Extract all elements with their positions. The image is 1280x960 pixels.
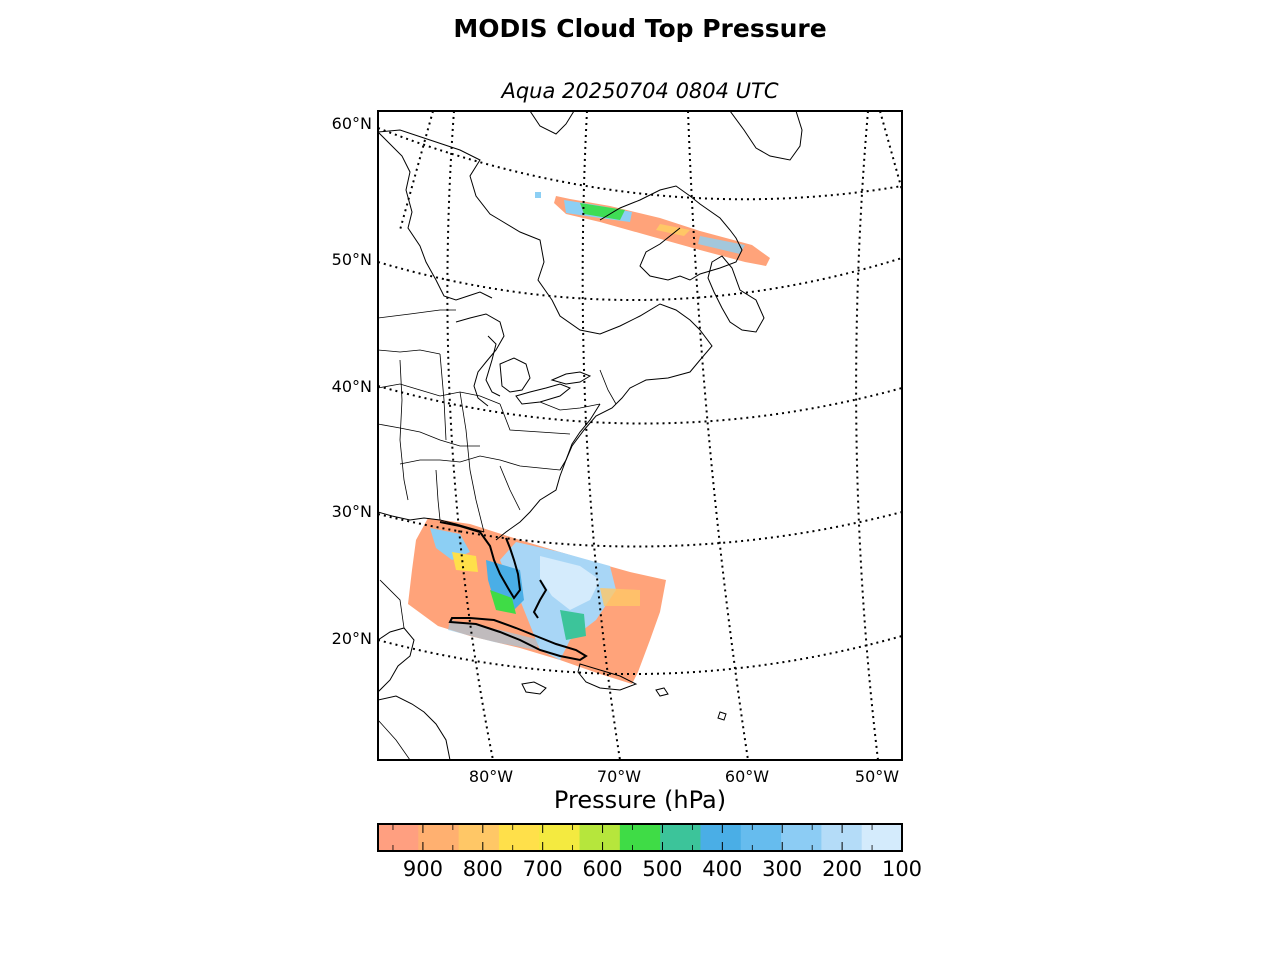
colorbar-segment — [720, 824, 742, 851]
colorbar-segment — [498, 824, 520, 851]
political-borders — [378, 309, 617, 760]
colorbar-tick-label: 700 — [523, 857, 563, 881]
colorbar-segment — [559, 824, 581, 851]
colorbar-segment — [640, 824, 661, 851]
colorbar-segment — [599, 824, 621, 851]
colorbar-tick-label: 100 — [882, 857, 922, 881]
colorbar-label: Pressure (hPa) — [553, 786, 727, 814]
colorbar-segment — [438, 824, 460, 851]
coastlines — [378, 111, 803, 760]
cloud-swath-north — [535, 192, 770, 266]
colorbar-tick-label: 600 — [583, 857, 623, 881]
colorbar-segment — [519, 824, 540, 851]
graticule-parallels — [378, 127, 902, 675]
colorbar-segment — [478, 824, 500, 851]
latitude-labels: 60°N 50°N 40°N 30°N 20°N — [332, 114, 372, 648]
colorbar-frame — [377, 823, 903, 852]
colorbar-segment — [700, 824, 722, 851]
latitude-label: 30°N — [332, 502, 372, 521]
map-frame — [377, 110, 903, 761]
colorbar-segment — [881, 824, 903, 851]
longitude-label: 60°W — [725, 767, 769, 786]
florida-cuba-outline — [439, 521, 588, 662]
colorbar-segment — [398, 824, 419, 851]
map-plot-area — [378, 111, 902, 760]
colorbar-segment — [841, 824, 863, 851]
longitude-label: 50°W — [855, 767, 899, 786]
graticule-meridians — [399, 111, 902, 760]
colorbar-segment — [458, 824, 480, 851]
colorbar-segment — [821, 824, 843, 851]
longitude-label: 70°W — [597, 767, 641, 786]
colorbar-segment — [680, 824, 702, 851]
latitude-label: 40°N — [332, 377, 372, 396]
colorbar-segment — [801, 824, 822, 851]
colorbar-segment — [861, 824, 883, 851]
latitude-label: 60°N — [332, 114, 372, 133]
latitude-label: 50°N — [332, 250, 372, 269]
longitude-label: 80°W — [469, 767, 513, 786]
colorbar-tick-label: 200 — [822, 857, 862, 881]
colorbar-segment — [781, 824, 802, 851]
colorbar-segment — [760, 824, 782, 851]
colorbar-tick-label: 900 — [403, 857, 443, 881]
colorbar-segment — [418, 824, 440, 851]
colorbar-tick-label: 400 — [702, 857, 742, 881]
colorbar: 900 800 700 600 500 400 300 200 100 — [377, 823, 922, 881]
colorbar-segment — [579, 824, 601, 851]
colorbar-segment — [619, 824, 641, 851]
colorbar-segment — [378, 824, 399, 851]
colorbar-tick-label: 800 — [463, 857, 503, 881]
colorbar-segment — [740, 824, 762, 851]
chart-subtitle: Aqua 20250704 0804 UTC — [501, 79, 779, 103]
colorbar-segment — [660, 824, 681, 851]
latitude-label: 20°N — [332, 629, 372, 648]
cloud-swath-south — [408, 518, 666, 684]
colorbar-tick-label: 500 — [642, 857, 682, 881]
longitude-labels: 80°W 70°W 60°W 50°W — [469, 767, 899, 786]
colorbar-segment — [539, 824, 560, 851]
colorbar-tick-label: 300 — [762, 857, 802, 881]
chart-title: MODIS Cloud Top Pressure — [453, 14, 827, 43]
